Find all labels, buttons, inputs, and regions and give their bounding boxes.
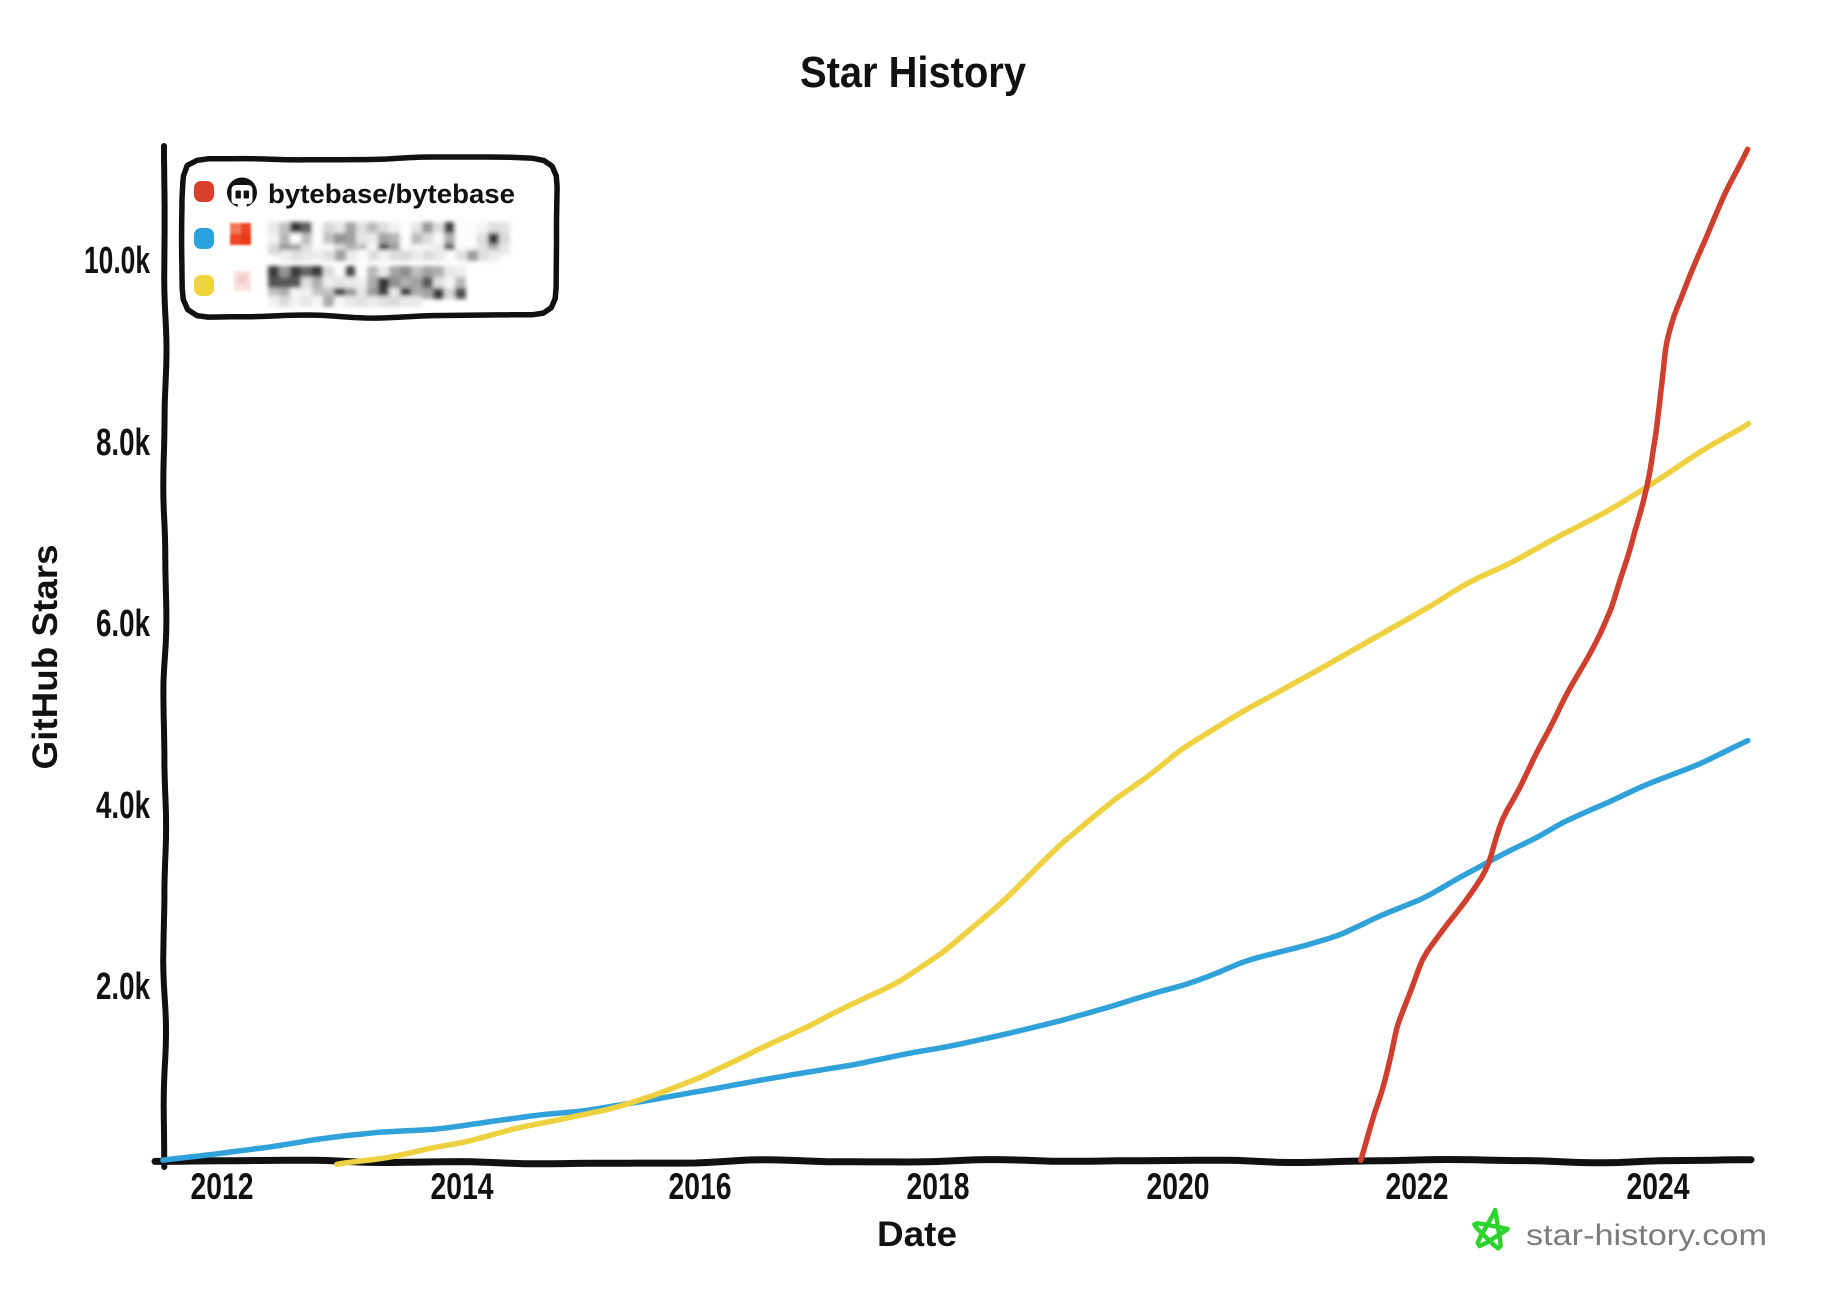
svg-text:8.0k: 8.0k [96,422,151,464]
svg-text:bytebase/bytebase: bytebase/bytebase [268,179,515,209]
svg-text:2018: 2018 [907,1166,970,1207]
svg-text:2016: 2016 [669,1166,732,1207]
svg-text:2024: 2024 [1627,1166,1690,1207]
svg-text:10.0k: 10.0k [84,240,151,282]
svg-text:2012: 2012 [191,1166,254,1207]
svg-text:star-history.com: star-history.com [1526,1219,1767,1252]
svg-text:2022: 2022 [1386,1166,1449,1207]
svg-text:4.0k: 4.0k [96,785,151,827]
svg-text:Star History: Star History [800,48,1026,97]
svg-text:GitHub Stars: GitHub Stars [26,545,65,770]
svg-text:6.0k: 6.0k [96,603,151,645]
svg-text:2020: 2020 [1147,1166,1210,1207]
svg-text:2.0k: 2.0k [96,966,151,1008]
svg-text:Date: Date [877,1215,957,1254]
svg-text:2014: 2014 [431,1166,494,1207]
